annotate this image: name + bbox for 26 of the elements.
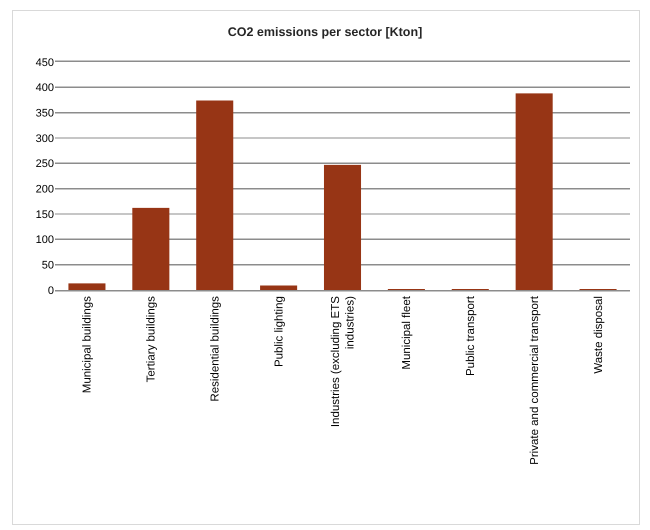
bar: [516, 93, 553, 290]
x-tick-label: Residential buildings: [209, 296, 222, 402]
x-tick-label: Industries (excluding ETS industries): [330, 296, 357, 428]
y-tick-label: 100: [36, 234, 54, 246]
y-tick-label: 0: [48, 284, 54, 297]
bar: [196, 100, 234, 290]
x-tick-label: Public lighting: [273, 296, 286, 368]
bar: [68, 283, 106, 290]
chart-title: CO2 emissions per sector [Kton]: [228, 25, 422, 40]
y-tick-label: 50: [42, 260, 54, 272]
y-tick-label: 150: [36, 208, 54, 221]
x-tick-label: Waste disposal: [592, 296, 605, 374]
y-tick-label: 450: [36, 56, 54, 69]
bar: [260, 285, 298, 290]
bar: [324, 164, 362, 290]
y-tick-label: 350: [36, 108, 54, 120]
x-tick-label: Tertiary buildings: [146, 296, 158, 382]
y-tick-label: 200: [36, 184, 54, 196]
y-tick-label: 300: [36, 132, 54, 145]
x-tick-label: Private and commercial transport: [528, 295, 541, 465]
y-tick-label: 250: [36, 158, 54, 170]
bar: [132, 208, 170, 290]
y-tick-label: 400: [36, 82, 54, 94]
x-tick-label: Municipal fleet: [401, 295, 414, 370]
x-tick-label: Public transport: [465, 295, 478, 376]
x-tick-label: Municipal buildings: [82, 296, 94, 394]
